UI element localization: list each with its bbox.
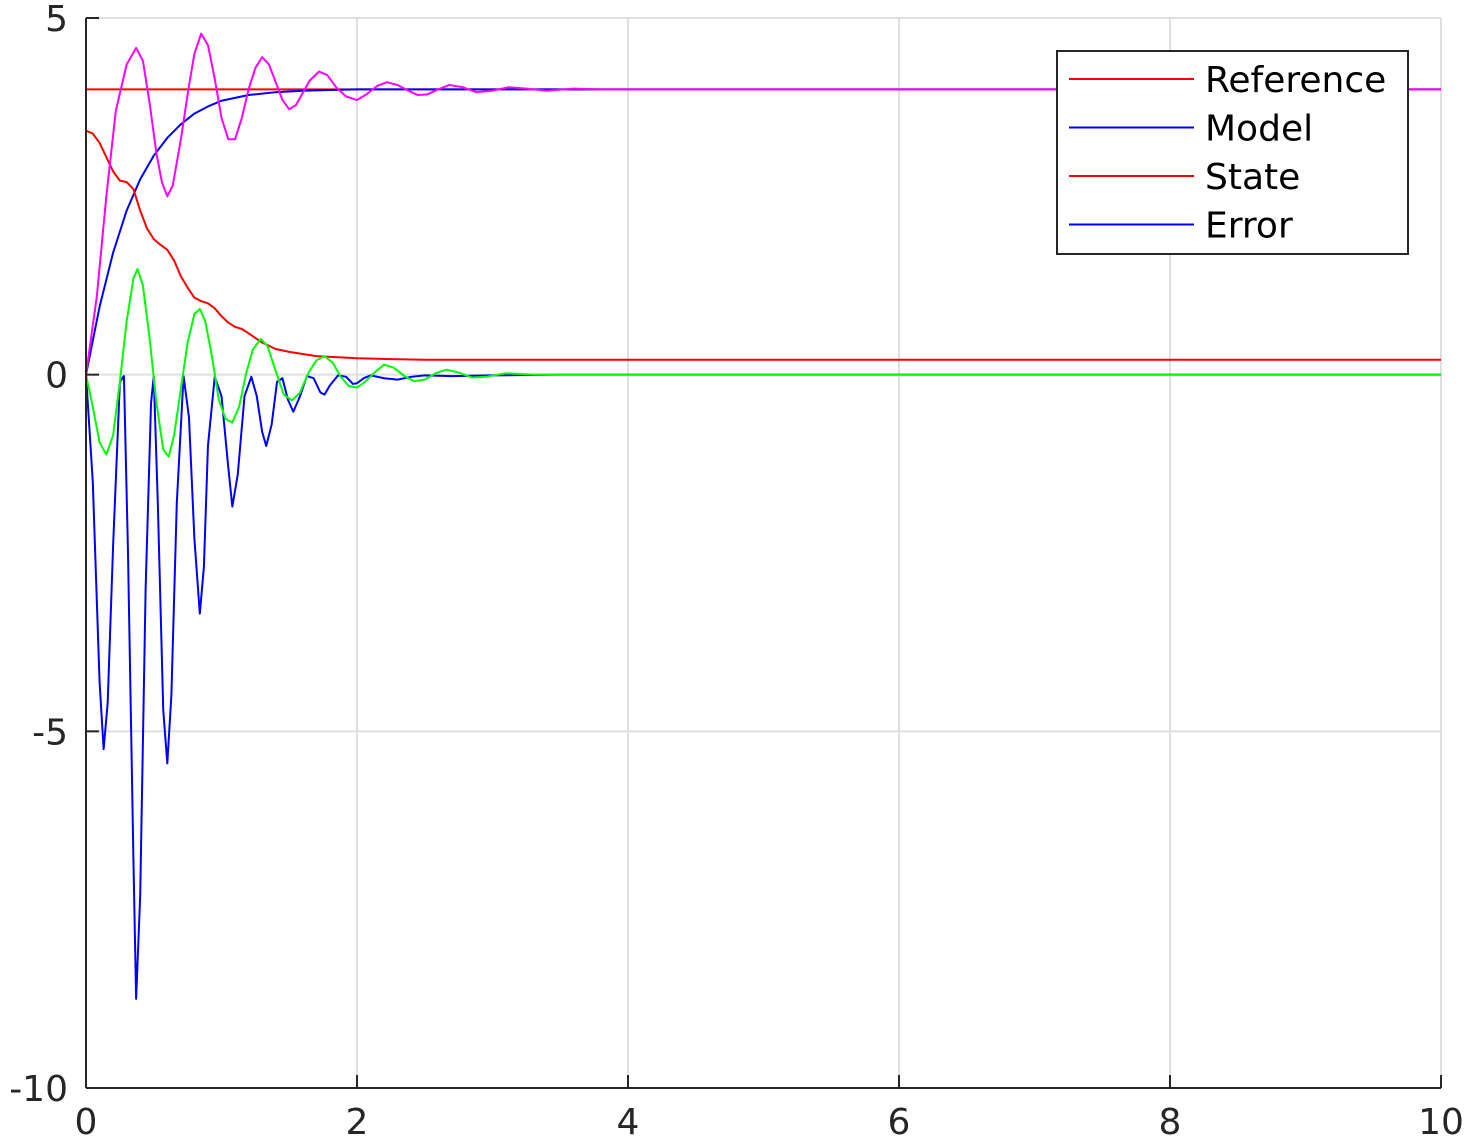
legend-label-error: Error: [1205, 206, 1293, 247]
series-line-error: [85, 373, 1441, 1000]
x-tick-label: 4: [617, 1102, 640, 1143]
x-tick-label: 10: [1418, 1102, 1464, 1143]
legend-label-model: Model: [1205, 109, 1313, 150]
axes: [85, 17, 1442, 1089]
x-tick-label: 6: [888, 1102, 911, 1143]
y-tick-label: 0: [45, 356, 68, 397]
legend-label-state: State: [1205, 157, 1300, 198]
series-line-state: [85, 129, 1441, 361]
y-tick-label: -10: [9, 1069, 68, 1110]
x-tick-label: 8: [1159, 1102, 1182, 1143]
legend-label-reference: Reference: [1205, 60, 1386, 101]
series-line-model: [85, 88, 1441, 375]
series-line-6: [85, 268, 1441, 458]
legend-box: [1056, 50, 1409, 255]
y-tick-label: 5: [45, 0, 68, 40]
x-tick-label: 2: [346, 1102, 369, 1143]
legend: Reference Model State Error: [1056, 50, 1409, 255]
tick-labels: 0 2 4 6 8 10 -10 -5 0 5: [9, 0, 1464, 1143]
y-tick-label: -5: [32, 712, 68, 753]
x-tick-label: 0: [75, 1102, 98, 1143]
series-line-5: [85, 32, 1441, 375]
